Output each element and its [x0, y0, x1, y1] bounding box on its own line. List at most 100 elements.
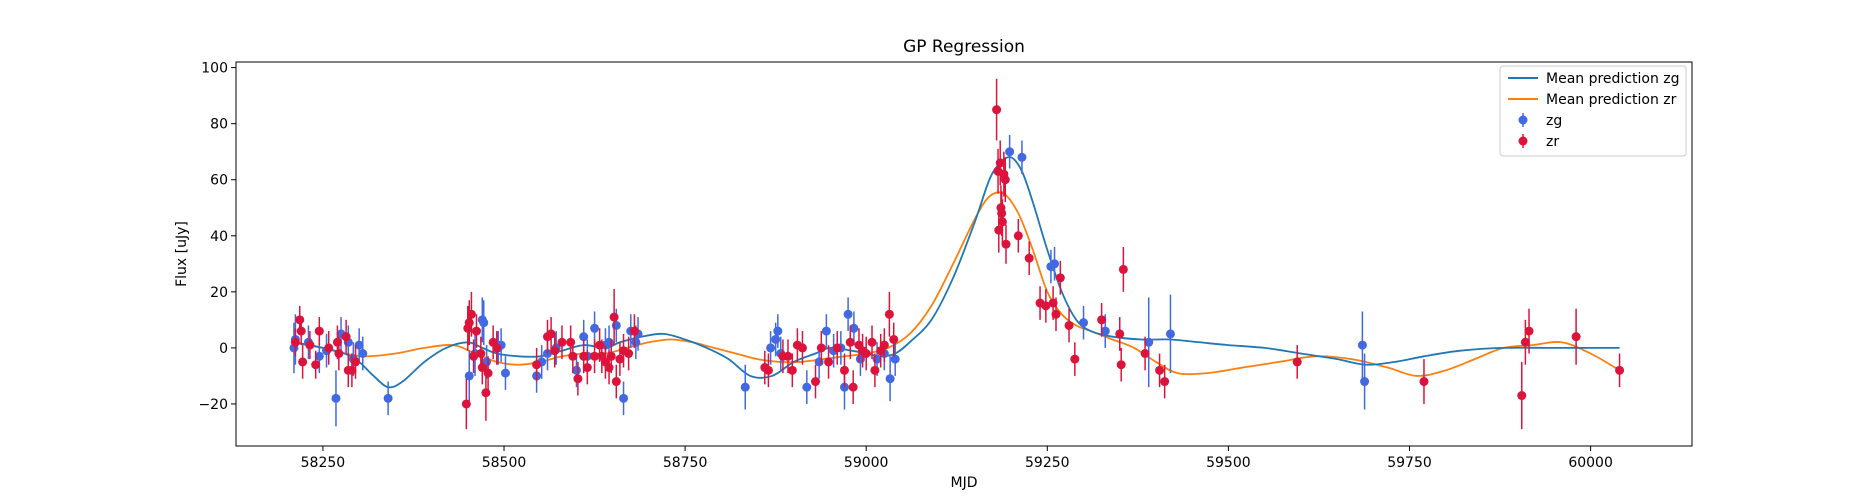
zr-point-marker — [311, 360, 321, 370]
zr-point-marker — [889, 334, 899, 344]
zg-point-marker — [1005, 147, 1015, 157]
x-tick-label: 59250 — [1025, 455, 1070, 471]
plot-area-frame — [235, 61, 1693, 447]
zr-point — [870, 353, 880, 388]
zg-point-marker — [590, 323, 600, 333]
zg-point — [740, 364, 750, 410]
zr-point-marker — [629, 326, 639, 336]
zr-point — [839, 353, 849, 388]
y-tick-label: 40 — [210, 229, 228, 245]
zg-point-marker — [773, 326, 783, 336]
zg-point-marker — [500, 368, 510, 378]
zr-point — [334, 336, 344, 371]
zr-point — [477, 350, 487, 385]
zr-point — [532, 347, 542, 382]
zr-point — [1571, 308, 1581, 365]
zg-point — [849, 311, 859, 346]
zr-point — [1524, 308, 1534, 354]
zr-point — [324, 331, 334, 365]
x-axis-label: MJD — [951, 475, 978, 491]
zr-point — [573, 361, 583, 396]
zg-point-marker — [579, 332, 589, 342]
zr-point — [867, 325, 877, 360]
zr-point-marker — [582, 363, 592, 373]
zg-point-marker — [890, 354, 900, 364]
zr-point-marker — [839, 365, 849, 375]
zr-point — [832, 331, 842, 365]
zr-point — [471, 314, 481, 348]
zr-point — [845, 325, 855, 360]
legend-label-zr-line: Mean prediction zr — [1546, 92, 1677, 108]
zr-point-marker — [481, 388, 491, 398]
zr-point — [290, 328, 300, 357]
zr-point — [889, 322, 899, 357]
zr-point — [811, 364, 821, 399]
zr-point-marker — [787, 365, 797, 375]
zr-point-marker — [1615, 365, 1625, 375]
zr-point-marker — [324, 343, 334, 353]
zg-point — [464, 350, 474, 402]
zr-point-marker — [295, 315, 305, 325]
zr-point-marker — [1001, 239, 1011, 249]
zr-point — [568, 339, 578, 374]
zr-point-marker — [290, 337, 300, 347]
zr-point-marker — [606, 351, 616, 361]
zr-point — [1070, 342, 1080, 376]
zr-point-marker — [1419, 377, 1429, 387]
legend-label-zg: zg — [1546, 113, 1562, 129]
zr-point — [624, 336, 634, 371]
zr-point-marker — [550, 346, 560, 356]
zr-point — [466, 291, 476, 337]
legend-zg-marker — [1518, 113, 1528, 127]
zg-point — [766, 331, 776, 365]
zr-point — [824, 345, 834, 379]
zr-point — [1013, 218, 1023, 253]
zg-point-marker — [1050, 259, 1060, 269]
zg-point — [354, 328, 364, 362]
zg-point — [1360, 353, 1370, 410]
zr-point — [787, 353, 797, 388]
zg-point-marker — [771, 334, 781, 344]
zr-point-marker — [566, 337, 576, 347]
zr-point-marker — [879, 340, 889, 350]
zr-point — [1520, 319, 1530, 365]
zr-point-marker — [1115, 329, 1125, 339]
zr-point — [1419, 359, 1429, 404]
zr-point-marker — [1155, 365, 1165, 375]
zr-point-marker — [811, 377, 821, 387]
zr-point-marker — [884, 309, 894, 319]
zr-point-marker — [609, 312, 619, 322]
zr-point — [1517, 361, 1527, 430]
zr-point-marker — [483, 368, 493, 378]
zg-point-marker — [383, 393, 393, 403]
zg-point-marker — [314, 351, 324, 361]
zg-point-marker — [1360, 377, 1370, 387]
zr-point — [1615, 353, 1625, 388]
zr-point-marker — [1160, 377, 1170, 387]
zr-point-marker — [624, 349, 634, 359]
zg-point-marker — [1165, 329, 1175, 339]
zr-point-marker — [870, 365, 880, 375]
zr-point — [609, 289, 619, 346]
zr-point-marker — [1116, 360, 1126, 370]
zr-point-marker — [1064, 320, 1074, 330]
zr-point — [1064, 308, 1074, 343]
zr-point-marker — [595, 340, 605, 350]
zg-point — [383, 381, 393, 416]
y-tick-label: 80 — [210, 117, 228, 133]
zr-point — [992, 78, 1002, 141]
zg-point — [821, 314, 831, 348]
zr-point — [1118, 246, 1128, 292]
zg-point-marker — [740, 382, 750, 392]
zr-point-marker — [1097, 315, 1107, 325]
y-tick-label: 0 — [219, 341, 228, 357]
zr-point-marker — [471, 326, 481, 336]
zr-point-marker — [347, 365, 357, 375]
zr-point — [1000, 157, 1010, 203]
zr-point-marker — [763, 365, 773, 375]
zr-point — [1140, 336, 1150, 371]
zr-point-marker — [615, 354, 625, 364]
zr-point-marker — [1055, 273, 1065, 283]
zr-point — [884, 291, 894, 337]
zg-point — [1005, 134, 1015, 169]
